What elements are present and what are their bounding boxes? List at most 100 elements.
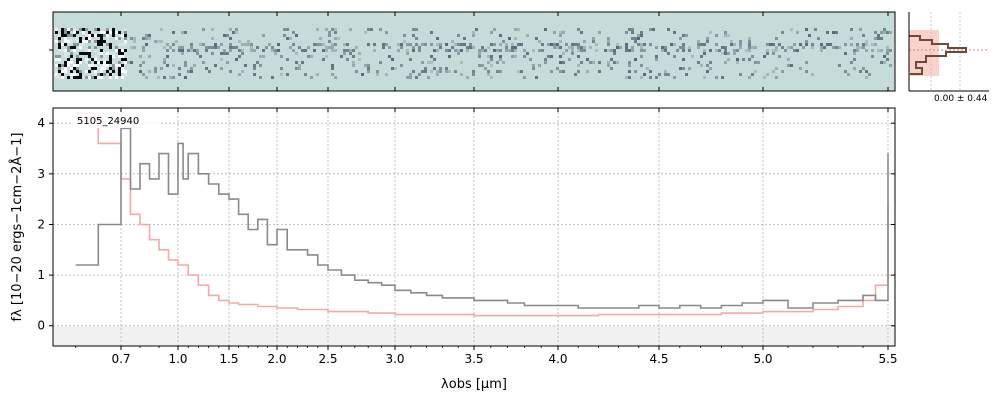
twod-pixel xyxy=(865,40,868,43)
twod-pixel xyxy=(145,37,148,40)
twod-pixel xyxy=(514,46,517,49)
twod-pixel xyxy=(316,73,319,76)
twod-pixel xyxy=(706,40,709,43)
twod-pixel xyxy=(787,46,790,49)
twod-pixel xyxy=(346,49,349,52)
twod-pixel xyxy=(547,43,550,46)
twod-pixel xyxy=(61,49,64,52)
twod-pixel xyxy=(352,55,355,58)
twod-pixel xyxy=(67,76,70,79)
twod-pixel xyxy=(886,52,889,55)
twod-pixel xyxy=(640,49,643,52)
twod-pixel xyxy=(610,49,613,52)
twod-pixel xyxy=(271,49,274,52)
twod-pixel xyxy=(100,37,103,40)
twod-pixel xyxy=(205,46,208,49)
twod-pixel xyxy=(691,55,694,58)
twod-pixel xyxy=(748,43,751,46)
twod-pixel xyxy=(889,31,892,34)
twod-pixel xyxy=(643,49,646,52)
twod-pixel xyxy=(124,34,127,37)
twod-pixel xyxy=(115,49,118,52)
twod-pixel xyxy=(400,64,403,67)
twod-pixel xyxy=(748,46,751,49)
twod-pixel xyxy=(178,46,181,49)
twod-pixel xyxy=(223,52,226,55)
twod-pixel xyxy=(100,43,103,46)
twod-pixel xyxy=(412,46,415,49)
twod-pixel xyxy=(805,70,808,73)
twod-pixel xyxy=(766,73,769,76)
twod-pixel xyxy=(172,76,175,79)
twod-pixel xyxy=(439,43,442,46)
twod-pixel xyxy=(106,61,109,64)
twod-pixel xyxy=(874,37,877,40)
twod-pixel xyxy=(889,64,892,67)
twod-pixel xyxy=(295,52,298,55)
twod-pixel xyxy=(202,28,205,31)
twod-pixel xyxy=(871,55,874,58)
twod-pixel xyxy=(859,70,862,73)
twod-pixel xyxy=(877,37,880,40)
twod-pixel xyxy=(64,28,67,31)
twod-pixel xyxy=(118,37,121,40)
twod-pixel xyxy=(427,76,430,79)
twod-pixel xyxy=(667,73,670,76)
twod-pixel xyxy=(415,37,418,40)
twod-pixel xyxy=(469,46,472,49)
twod-pixel xyxy=(121,64,124,67)
twod-pixel xyxy=(607,37,610,40)
twod-pixel xyxy=(826,43,829,46)
x-tick-label: 0.7 xyxy=(111,352,130,366)
twod-pixel xyxy=(556,67,559,70)
twod-pixel xyxy=(112,61,115,64)
twod-pixel xyxy=(487,70,490,73)
twod-pixel xyxy=(55,28,58,31)
twod-pixel xyxy=(100,61,103,64)
twod-pixel xyxy=(616,61,619,64)
twod-pixel xyxy=(502,40,505,43)
twod-pixel xyxy=(313,43,316,46)
twod-pixel xyxy=(256,46,259,49)
twod-pixel xyxy=(517,28,520,31)
twod-pixel xyxy=(82,76,85,79)
twod-pixel xyxy=(589,46,592,49)
twod-pixel xyxy=(106,31,109,34)
twod-pixel xyxy=(478,52,481,55)
twod-pixel xyxy=(235,28,238,31)
twod-pixel xyxy=(85,76,88,79)
twod-pixel xyxy=(76,55,79,58)
twod-pixel xyxy=(871,49,874,52)
twod-pixel xyxy=(94,58,97,61)
twod-pixel xyxy=(748,58,751,61)
twod-pixel xyxy=(766,49,769,52)
twod-pixel xyxy=(877,49,880,52)
twod-pixel xyxy=(148,34,151,37)
twod-pixel xyxy=(832,46,835,49)
twod-pixel xyxy=(322,49,325,52)
object-label: 5105_24940 xyxy=(77,116,139,127)
twod-pixel xyxy=(499,70,502,73)
twod-pixel xyxy=(124,31,127,34)
twod-pixel xyxy=(97,43,100,46)
twod-pixel xyxy=(700,43,703,46)
twod-pixel xyxy=(205,67,208,70)
twod-pixel xyxy=(457,43,460,46)
twod-pixel xyxy=(241,43,244,46)
twod-pixel xyxy=(550,43,553,46)
twod-pixel xyxy=(571,52,574,55)
twod-pixel xyxy=(433,49,436,52)
twod-pixel xyxy=(79,46,82,49)
twod-pixel xyxy=(88,64,91,67)
twod-pixel xyxy=(118,52,121,55)
twod-pixel xyxy=(295,34,298,37)
twod-pixel xyxy=(562,61,565,64)
twod-pixel xyxy=(538,49,541,52)
twod-pixel xyxy=(331,43,334,46)
twod-pixel xyxy=(334,28,337,31)
twod-pixel xyxy=(862,67,865,70)
twod-pixel xyxy=(454,49,457,52)
twod-pixel xyxy=(88,52,91,55)
twod-pixel xyxy=(406,76,409,79)
twod-pixel xyxy=(835,46,838,49)
